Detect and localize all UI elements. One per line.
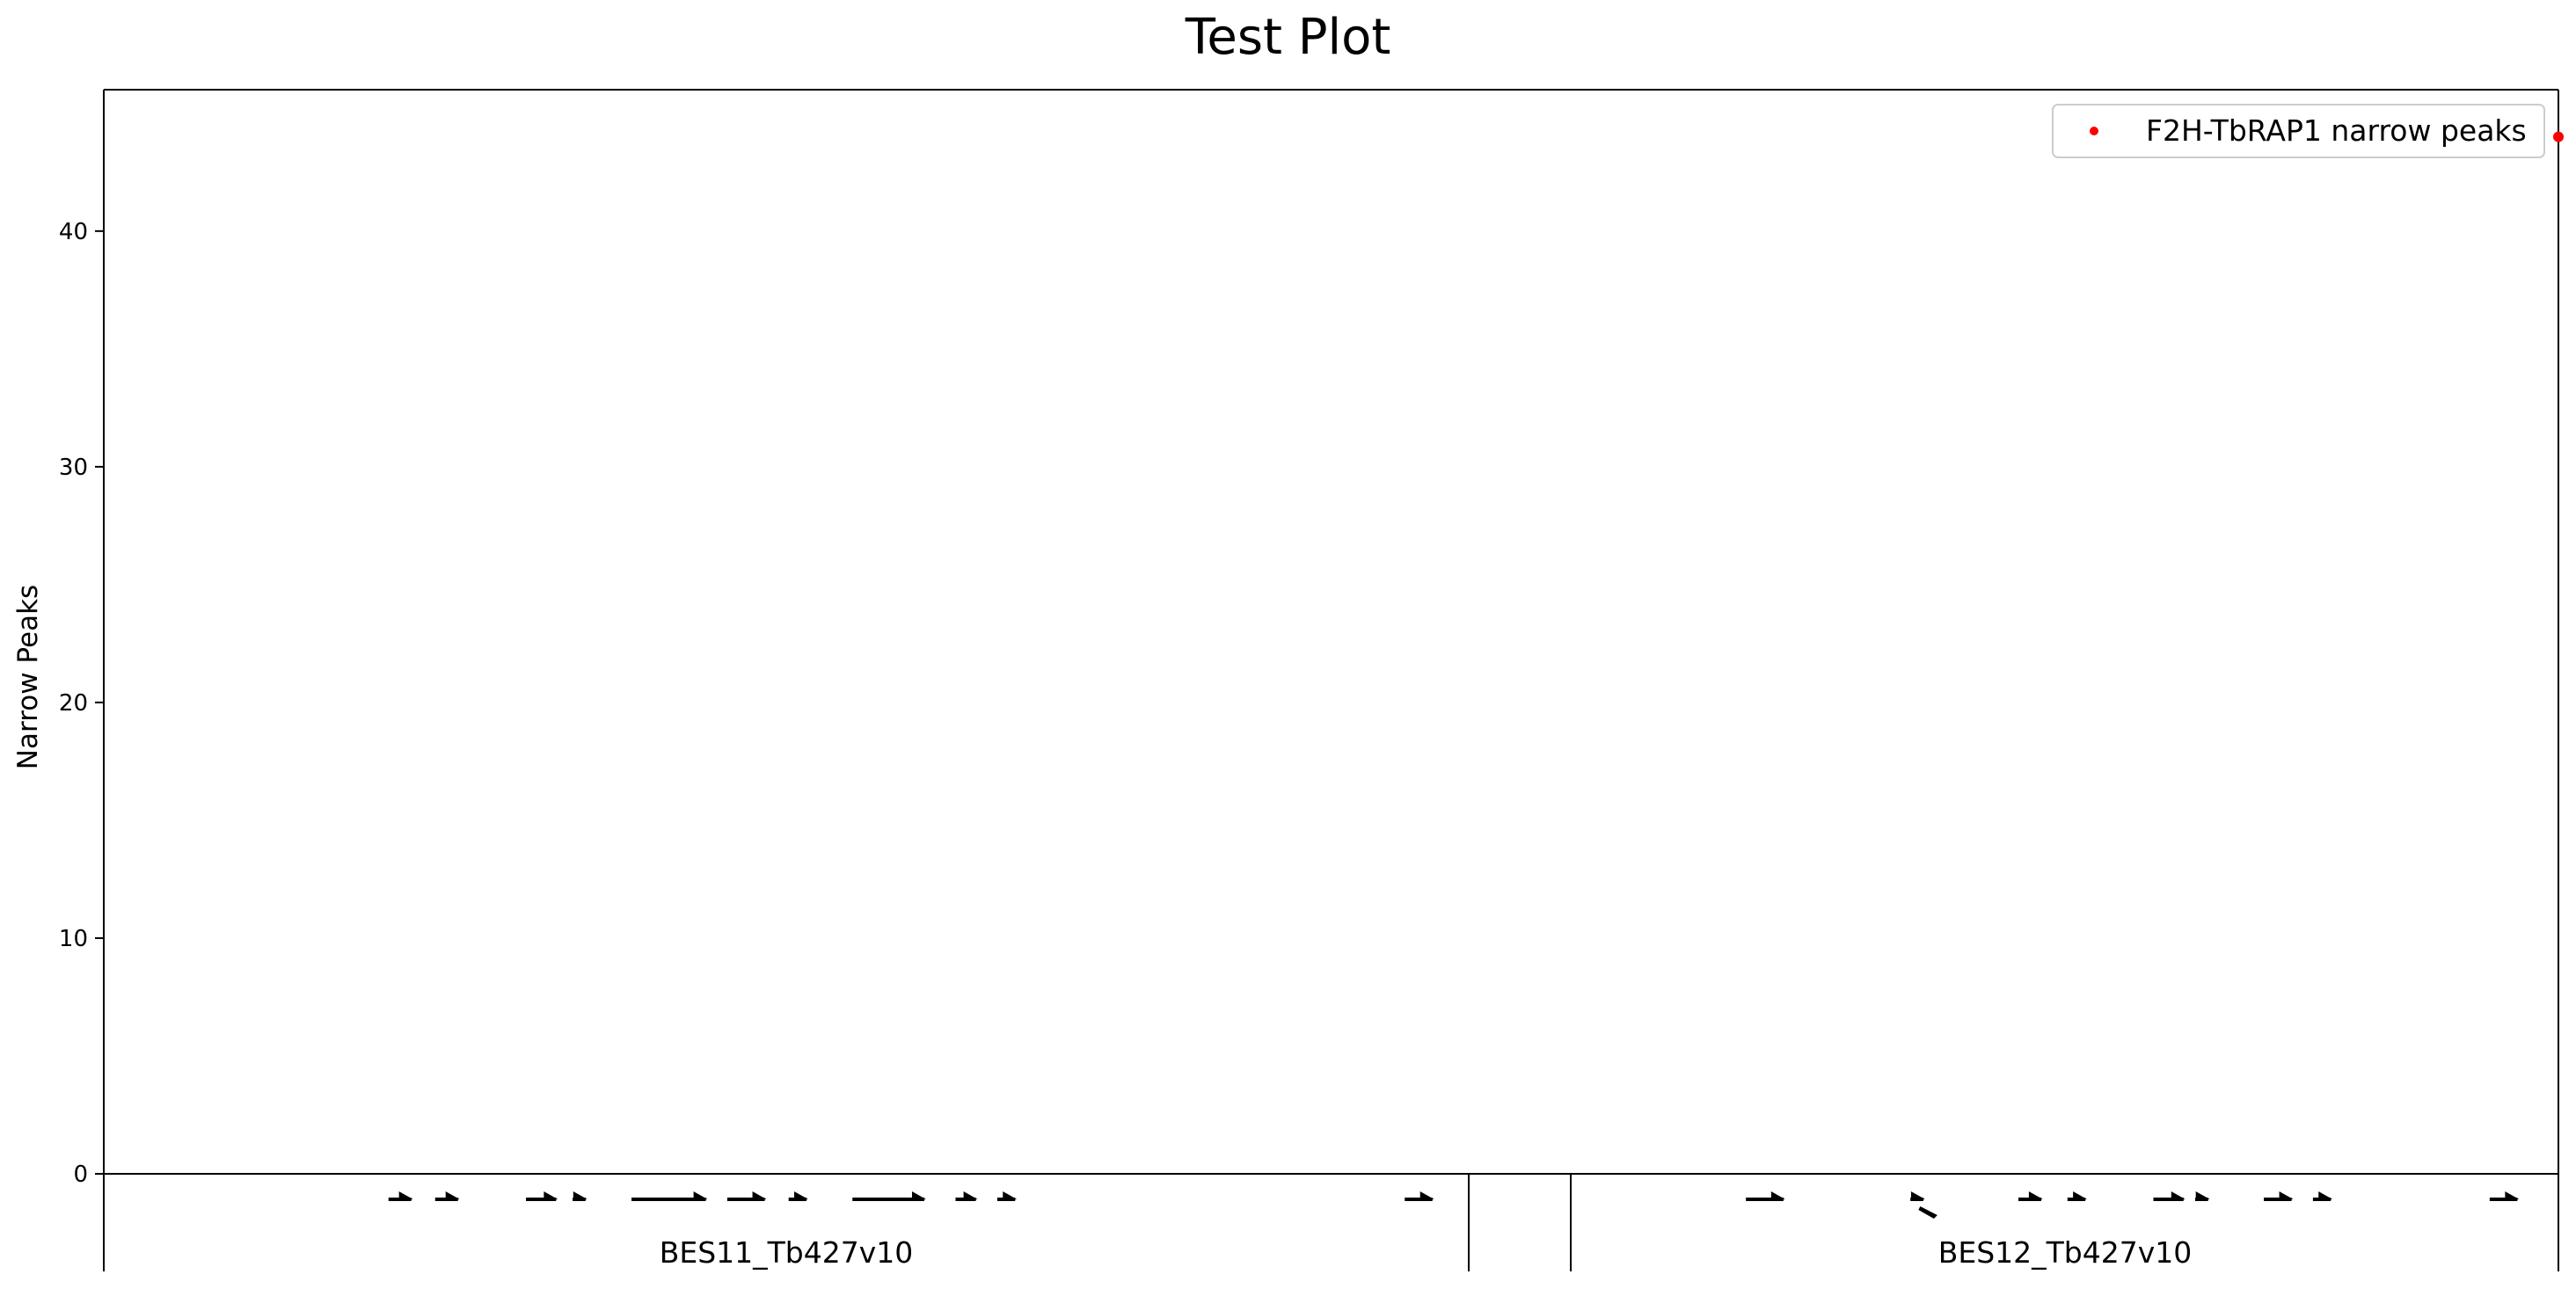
gene-annotation-track [388,1191,2520,1219]
gene-arrow [2312,1191,2333,1201]
gene-arrow [2489,1191,2520,1201]
legend: F2H-TbRAP1 narrow peaks [2052,104,2545,158]
gene-arrow [434,1191,460,1201]
gene-arrow [996,1191,1018,1201]
gene-arrow [726,1191,767,1201]
gene-arrow [2067,1191,2088,1201]
y-tick-label: 30 [59,455,88,481]
gene-arrow [2264,1191,2294,1201]
gene-arrow [1910,1191,1925,1201]
legend-marker [2090,127,2098,135]
gene-arrow [2153,1191,2186,1201]
y-tick-label: 10 [59,926,88,952]
y-tick-label: 40 [59,219,88,245]
region-label-bes11: BES11_Tb427v10 [660,1235,914,1270]
gene-arrow-reverse [1918,1206,1937,1219]
gene-arrow [1405,1191,1434,1201]
y-tick-label: 20 [59,690,88,717]
legend-label: F2H-TbRAP1 narrow peaks [2146,113,2527,148]
chart-title: Test Plot [1185,9,1391,66]
y-ticks: 0 10 20 30 40 [59,219,104,1188]
gene-arrow [852,1191,926,1201]
gene-arrow [631,1191,708,1201]
gene-arrow [388,1191,413,1201]
gene-arrow [955,1191,978,1201]
region-label-bes12: BES12_Tb427v10 [1938,1235,2193,1270]
data-point [2553,131,2564,142]
gene-arrow [788,1191,809,1201]
scatter-points [2553,131,2564,142]
axes-layer [103,89,2559,1271]
gene-arrow [526,1191,558,1201]
y-tick-label: 0 [73,1162,88,1188]
y-axis-label: Narrow Peaks [12,585,44,769]
legend-box [2052,104,2545,158]
gene-arrow [2018,1191,2043,1201]
gene-arrow [1746,1191,1785,1201]
gene-arrow [2194,1191,2210,1201]
gene-arrow [573,1191,587,1201]
